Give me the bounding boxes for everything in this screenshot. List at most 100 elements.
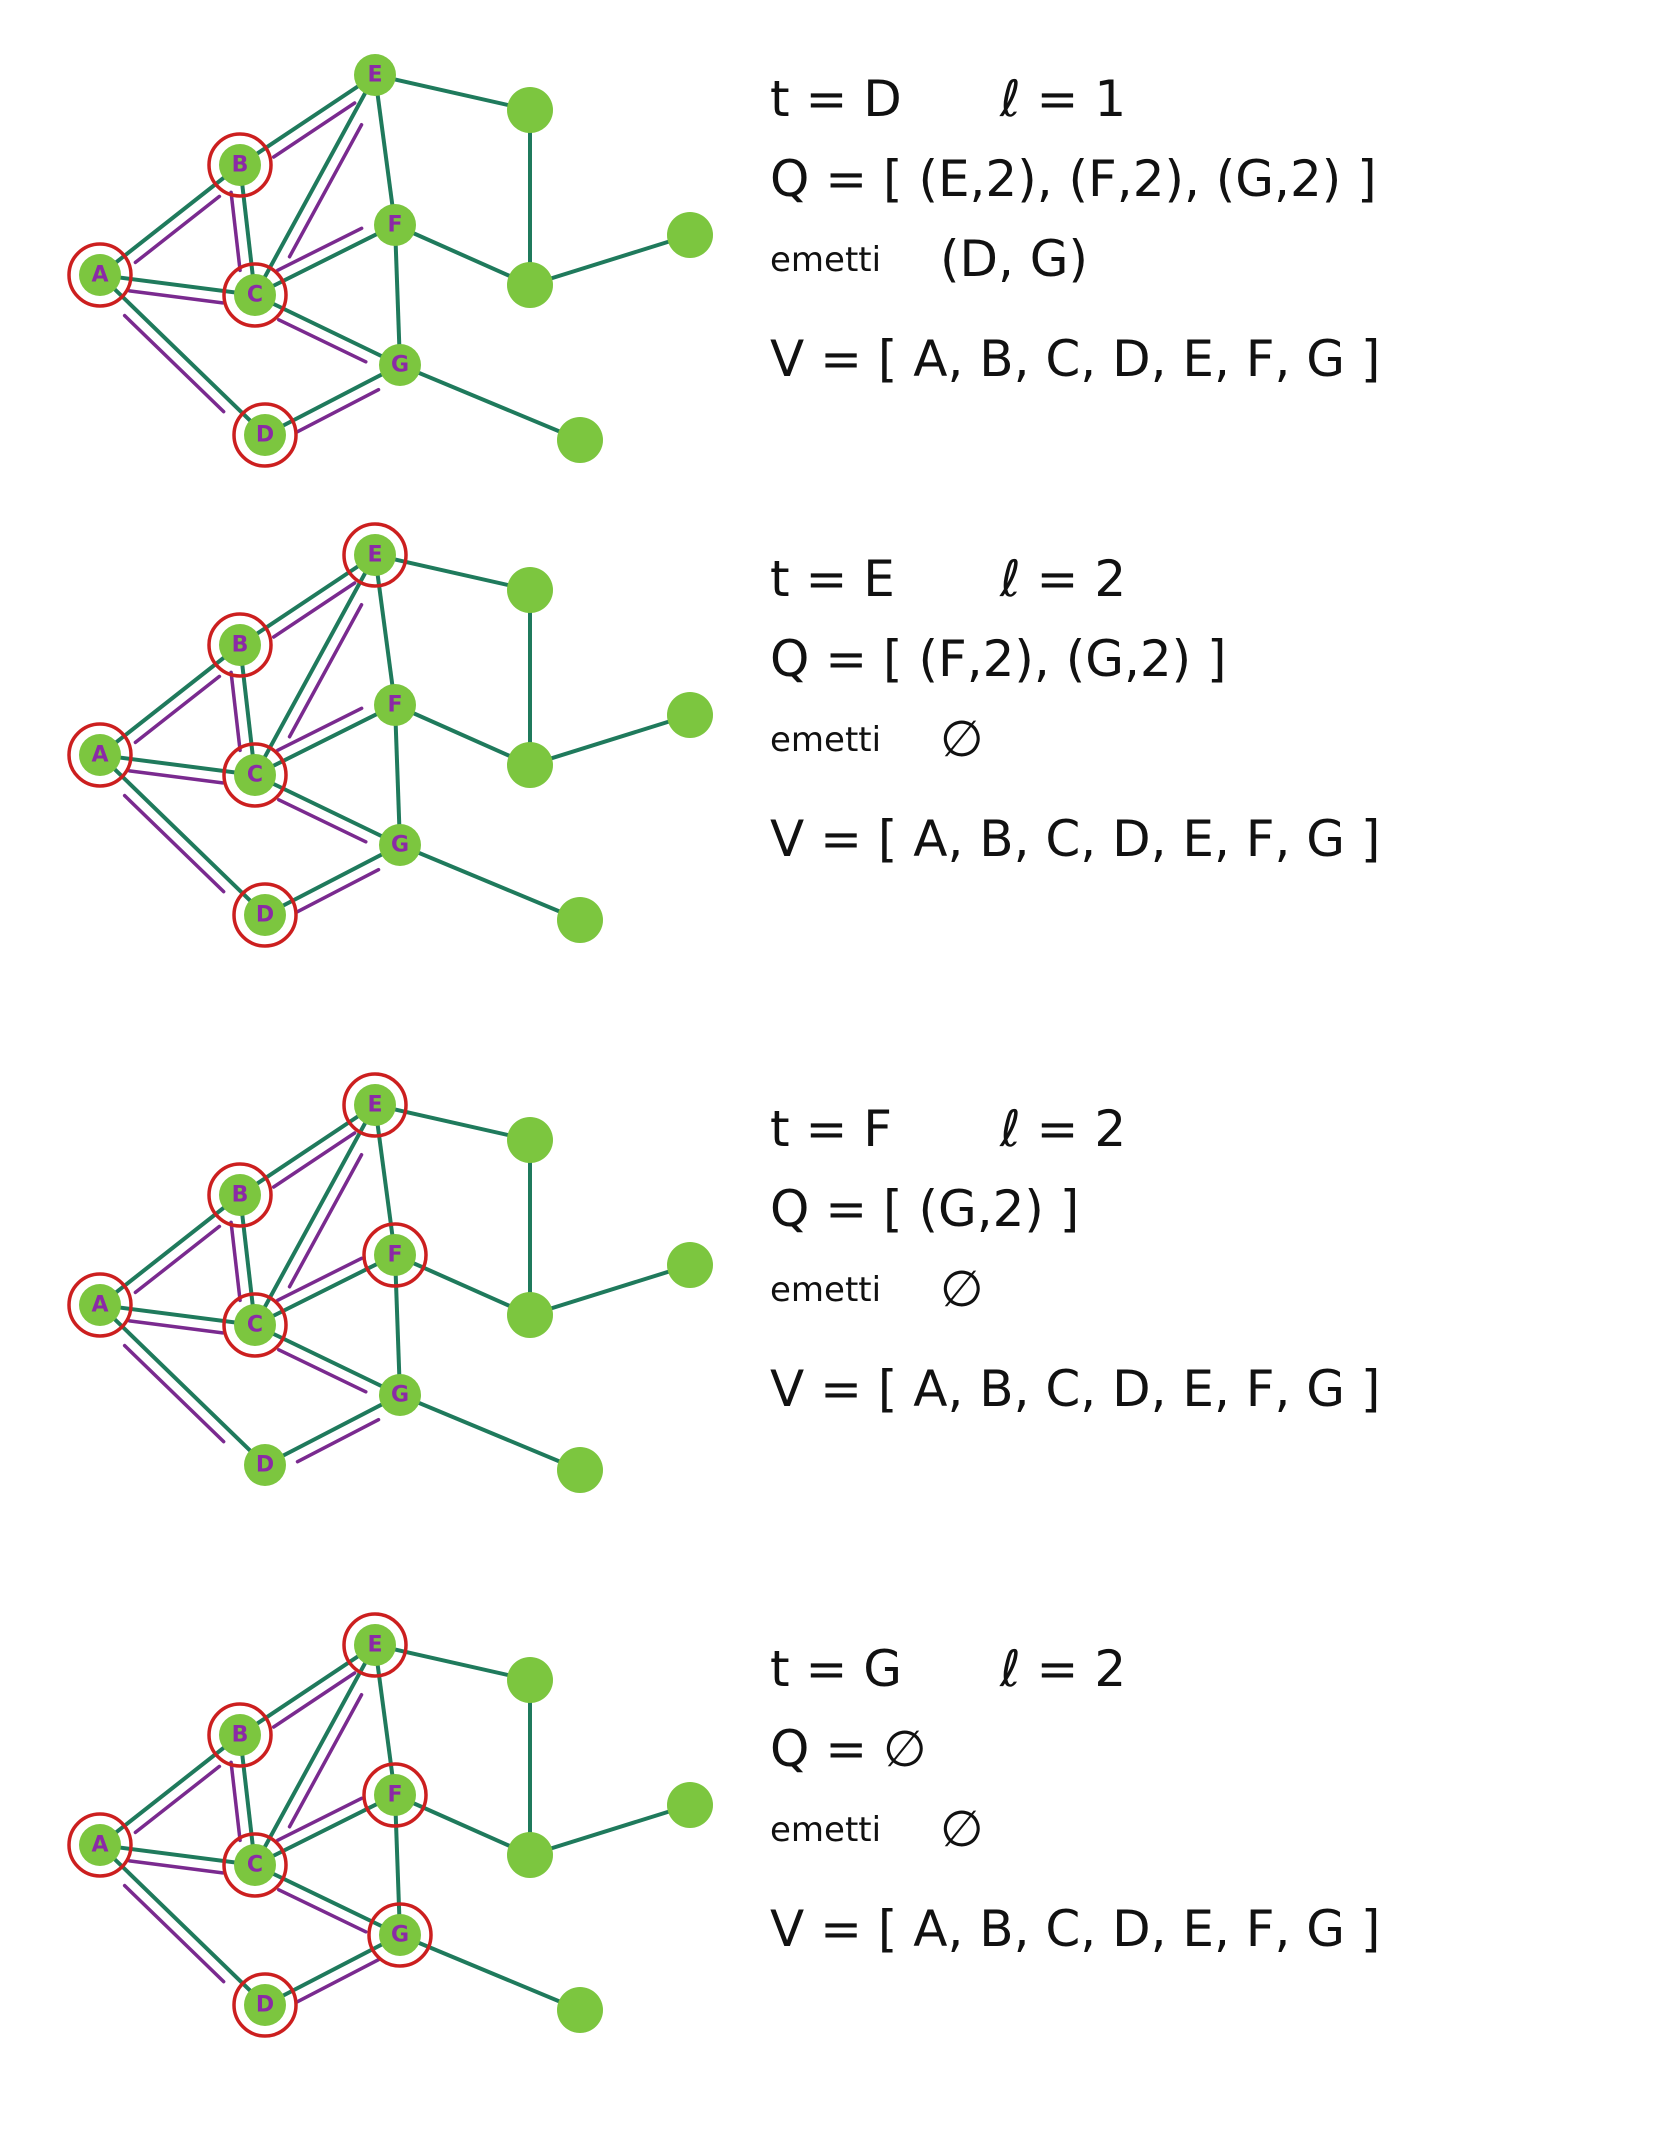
graph-edge [394, 1253, 531, 1317]
graph-edge [374, 553, 531, 592]
traversal-mark [277, 1888, 368, 1934]
graph-node [557, 1447, 603, 1493]
traversal-mark [295, 387, 381, 434]
graph-edge [394, 223, 531, 287]
graph-edge [529, 233, 691, 287]
graph-edge [238, 1194, 257, 1326]
node-label: D [256, 903, 274, 928]
node-label: F [387, 213, 402, 238]
traversal-mark [277, 318, 368, 364]
graph-node [79, 734, 121, 776]
graph-edge [99, 753, 256, 777]
graph-edge [529, 1263, 691, 1317]
graph-edge [254, 773, 401, 847]
emit-value: ∅ [940, 710, 984, 768]
l-label: ℓ = 2 [1000, 550, 1127, 608]
step-notes: t = E ℓ = 2 Q = [ (F,2), (G,2) ] emetti ∅ V =… [770, 490, 1570, 1010]
graph-edge [254, 1793, 396, 1867]
graph-node [507, 87, 553, 133]
graph-edge [254, 293, 401, 367]
graph-edge [399, 843, 581, 922]
graph-diagram: A B C D E F G [67, 1612, 713, 2038]
graph-edge [98, 1303, 267, 1467]
graph-edge [393, 224, 402, 366]
graph-edge [399, 363, 581, 442]
node-label: B [232, 153, 249, 178]
l-label: ℓ = 1 [1000, 70, 1127, 128]
visited-circle [222, 742, 288, 808]
traversal-mark [133, 194, 222, 265]
visited-circle [207, 1702, 273, 1768]
node-label: F [387, 1243, 402, 1268]
graph-edge [374, 1643, 531, 1682]
visited-circle [67, 1272, 133, 1338]
step-notes: t = G ℓ = 2 Q = ∅ emetti ∅ V = [ A, B, C, D, … [770, 1580, 1570, 2100]
visited-circle [232, 1972, 298, 2038]
visited-circle [222, 1292, 288, 1358]
node-label: A [91, 1833, 108, 1858]
traversal-mark [277, 798, 368, 844]
graph-node [234, 1304, 276, 1346]
graph-node [667, 692, 713, 738]
graph-edge [394, 1793, 531, 1857]
node-label: E [367, 543, 382, 568]
visited-list: V = [ A, B, C, D, E, F, G ] [770, 1360, 1381, 1418]
graph-edge [374, 1103, 531, 1142]
visited-circle [342, 522, 408, 588]
traversal-mark [122, 1883, 226, 1984]
traversal-mark [287, 602, 364, 739]
traversal-mark [275, 1256, 364, 1303]
traversal-mark [127, 1319, 225, 1335]
visited-circle [232, 882, 298, 948]
node-label: B [232, 633, 249, 658]
node-label: F [387, 1783, 402, 1808]
graph-node [667, 1242, 713, 1288]
graph-edge [253, 1644, 377, 1866]
graph-edge [99, 1303, 256, 1327]
traversal-mark [133, 1224, 222, 1295]
graph-edge [373, 1644, 397, 1796]
node-label: A [91, 743, 108, 768]
graph-node [79, 254, 121, 296]
node-label: A [91, 1293, 108, 1318]
graph-edge [98, 1843, 267, 2007]
emit-label: emetti [770, 240, 882, 280]
graph-edge [254, 1323, 401, 1397]
t-label: t = G [770, 1640, 903, 1698]
graph-edge [238, 1643, 377, 1737]
traversal-mark [287, 122, 364, 259]
node-label: E [367, 1093, 382, 1118]
graph-edge [393, 1254, 402, 1396]
node-label: G [391, 1383, 409, 1408]
graph-edge [98, 1193, 242, 1307]
graph-edge [253, 74, 377, 296]
graph-node [507, 1657, 553, 1703]
traversal-mark [127, 289, 225, 305]
emit-label: emetti [770, 1270, 882, 1310]
graph-edge [238, 164, 257, 296]
node-label: C [247, 1853, 263, 1878]
visited-circle [207, 612, 273, 678]
graph-node [374, 204, 416, 246]
step-notes: t = F ℓ = 2 Q = [ (G,2) ] emetti ∅ V = [ A, B… [770, 1040, 1570, 1560]
graph-node [219, 144, 261, 186]
graph-node [557, 897, 603, 943]
graph-node [354, 1624, 396, 1666]
graph-node [79, 1284, 121, 1326]
node-label: C [247, 763, 263, 788]
graph-edge [254, 1253, 396, 1327]
emit-label: emetti [770, 1810, 882, 1850]
traversal-mark [295, 867, 381, 914]
traversal-mark [275, 1796, 364, 1843]
traversal-mark [271, 1671, 357, 1729]
graph-edge [373, 554, 397, 706]
graph-edge [253, 554, 377, 776]
graph-diagram: A B C D E F G [67, 54, 713, 468]
graph-node [234, 754, 276, 796]
node-label: C [247, 1313, 263, 1338]
graph-edge [238, 553, 377, 647]
graph-edge [394, 703, 531, 767]
graph-node [379, 824, 421, 866]
graph-node [507, 1117, 553, 1163]
